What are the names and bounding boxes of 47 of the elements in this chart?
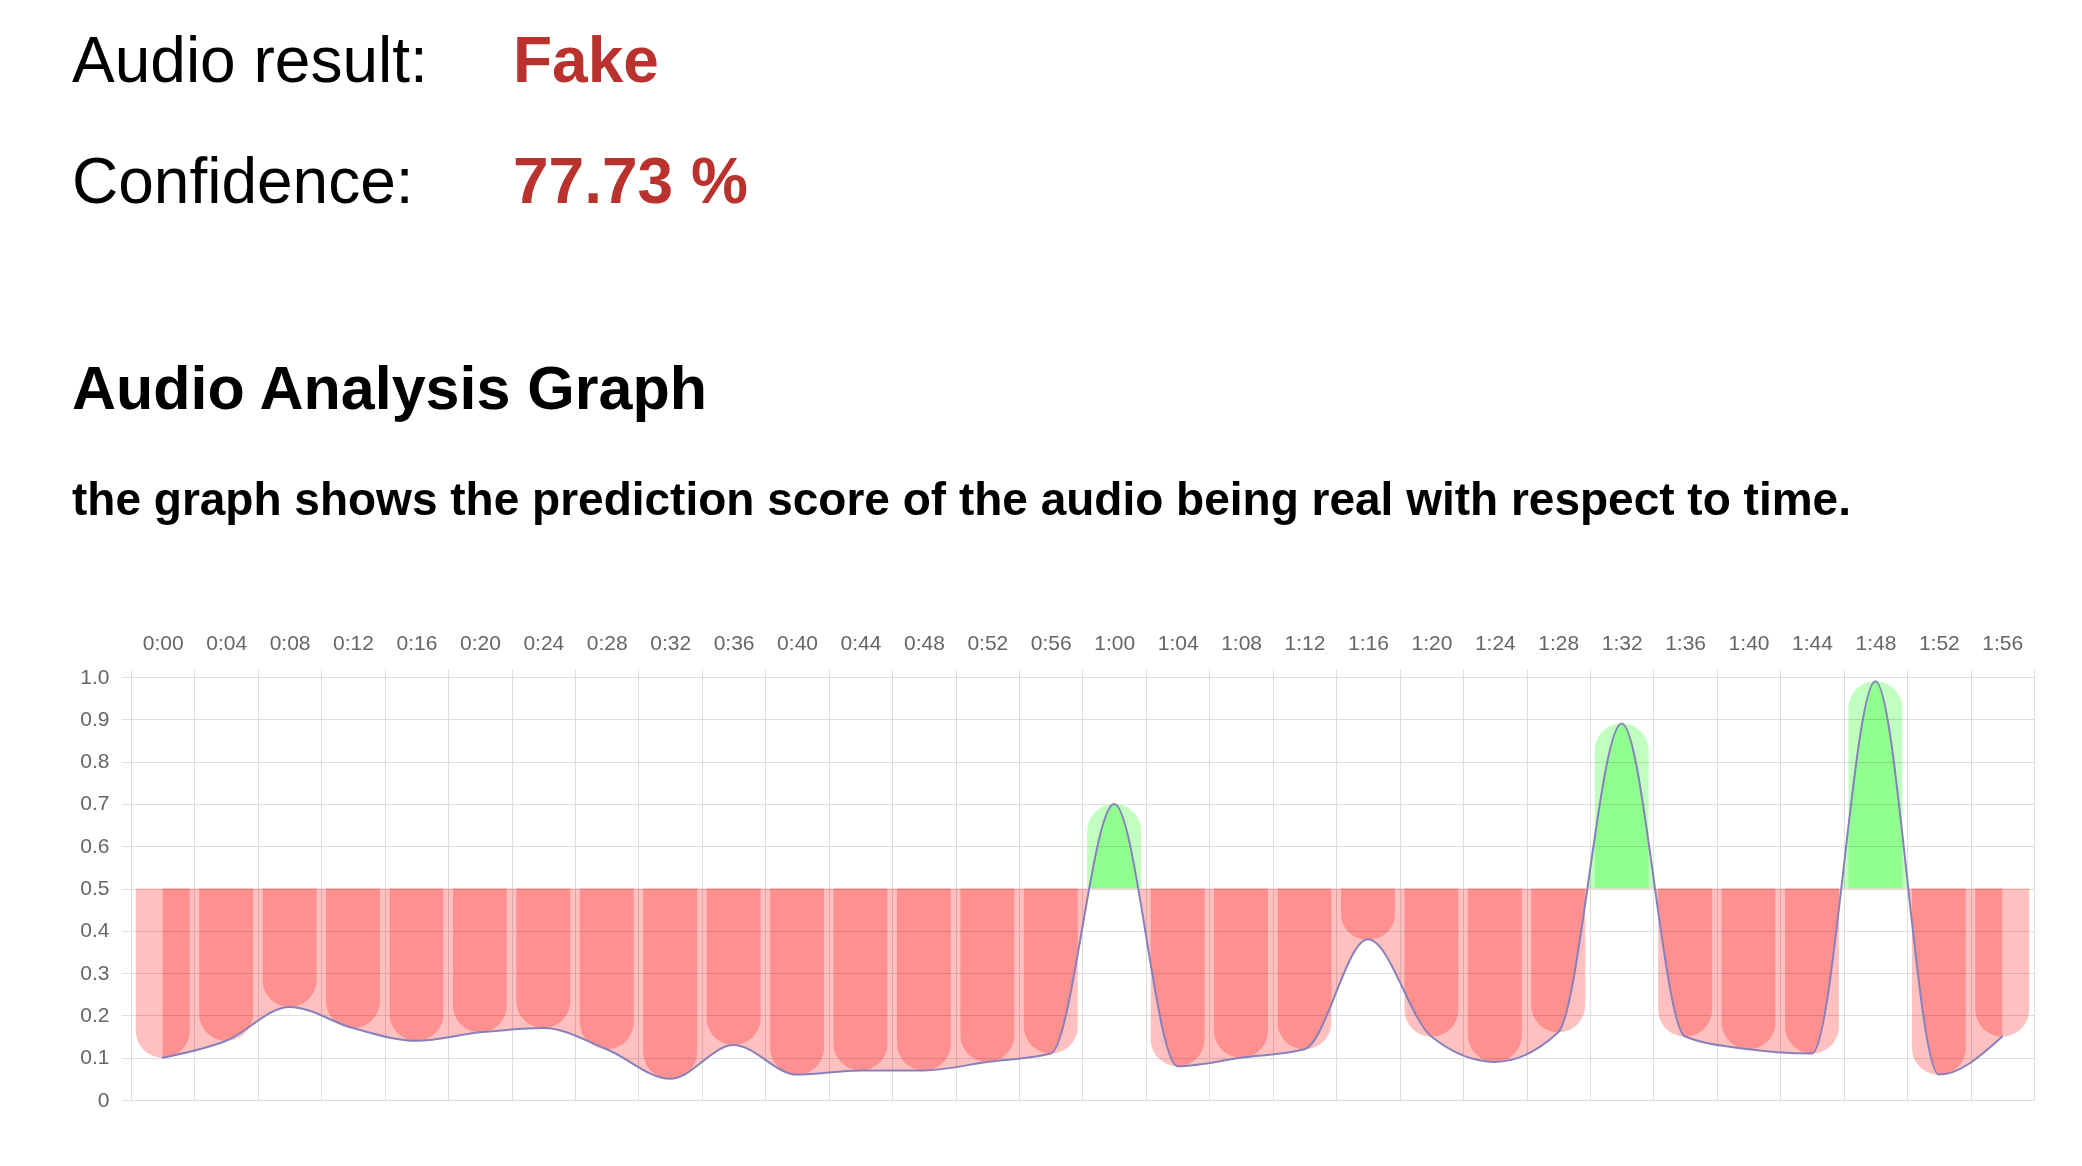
x-tick-label: 1:12 bbox=[1284, 630, 1326, 654]
y-tick-label: 0.9 bbox=[80, 706, 110, 730]
text: Confidence: bbox=[72, 145, 414, 217]
x-tick-label: 0:28 bbox=[586, 630, 628, 654]
x-tick-label: 1:08 bbox=[1221, 630, 1263, 654]
chart-title: Audio Analysis Graph bbox=[72, 354, 707, 422]
x-tick-label: 1:28 bbox=[1538, 630, 1580, 654]
y-tick-label: 0.6 bbox=[80, 833, 110, 857]
y-tick-label: 0.3 bbox=[80, 960, 110, 984]
x-tick-label: 1:44 bbox=[1792, 630, 1834, 654]
y-tick-label: 0.8 bbox=[80, 749, 110, 773]
text: 77.73 % bbox=[513, 145, 748, 217]
x-tick-label: 0:36 bbox=[713, 630, 755, 654]
text: Fake bbox=[513, 24, 659, 96]
x-tick-label: 1:24 bbox=[1474, 630, 1517, 654]
x-tick-label: 1:52 bbox=[1918, 630, 1960, 654]
x-tick-label: 0:24 bbox=[523, 630, 565, 654]
text: Audio result: bbox=[72, 24, 428, 96]
x-tick-label: 0:40 bbox=[777, 630, 818, 654]
x-tick-label: 0:44 bbox=[840, 630, 882, 654]
x-tick-label: 0:16 bbox=[396, 630, 438, 654]
y-tick-label: 0 bbox=[97, 1087, 110, 1111]
y-tick-label: 0.2 bbox=[80, 1002, 110, 1026]
x-tick-label: 0:48 bbox=[903, 630, 945, 654]
x-tick-label: 0:12 bbox=[333, 630, 374, 654]
y-tick-label: 0.1 bbox=[80, 1045, 110, 1069]
x-tick-label: 1:20 bbox=[1411, 630, 1453, 654]
x-tick-label: 1:36 bbox=[1665, 630, 1707, 654]
x-tick-label: 0:52 bbox=[967, 630, 1009, 654]
x-tick-label: 1:48 bbox=[1855, 630, 1897, 654]
x-tick-label: 1:40 bbox=[1728, 630, 1770, 654]
x-tick-label: 0:32 bbox=[650, 630, 692, 654]
x-tick-label: 1:32 bbox=[1601, 630, 1643, 654]
x-tick-label: 0:04 bbox=[206, 630, 248, 654]
x-tick-label: 1:04 bbox=[1157, 630, 1199, 654]
x-tick-label: 1:56 bbox=[1982, 630, 2024, 654]
x-tick-label: 0:20 bbox=[459, 630, 501, 654]
y-tick-label: 0.5 bbox=[80, 876, 110, 899]
x-tick-label: 0:08 bbox=[269, 630, 311, 654]
x-tick-label: 0:00 bbox=[142, 630, 184, 654]
y-tick-label: 0.7 bbox=[80, 791, 110, 815]
x-tick-label: 0:56 bbox=[1030, 630, 1072, 654]
y-tick-label: 0.4 bbox=[80, 918, 110, 942]
chart-subtitle: the graph shows the prediction score of the audio being real with respect to time. bbox=[72, 473, 1851, 525]
y-tick-label: 1.0 bbox=[80, 664, 110, 688]
x-tick-label: 1:00 bbox=[1094, 630, 1136, 654]
x-tick-label: 1:16 bbox=[1348, 630, 1389, 654]
